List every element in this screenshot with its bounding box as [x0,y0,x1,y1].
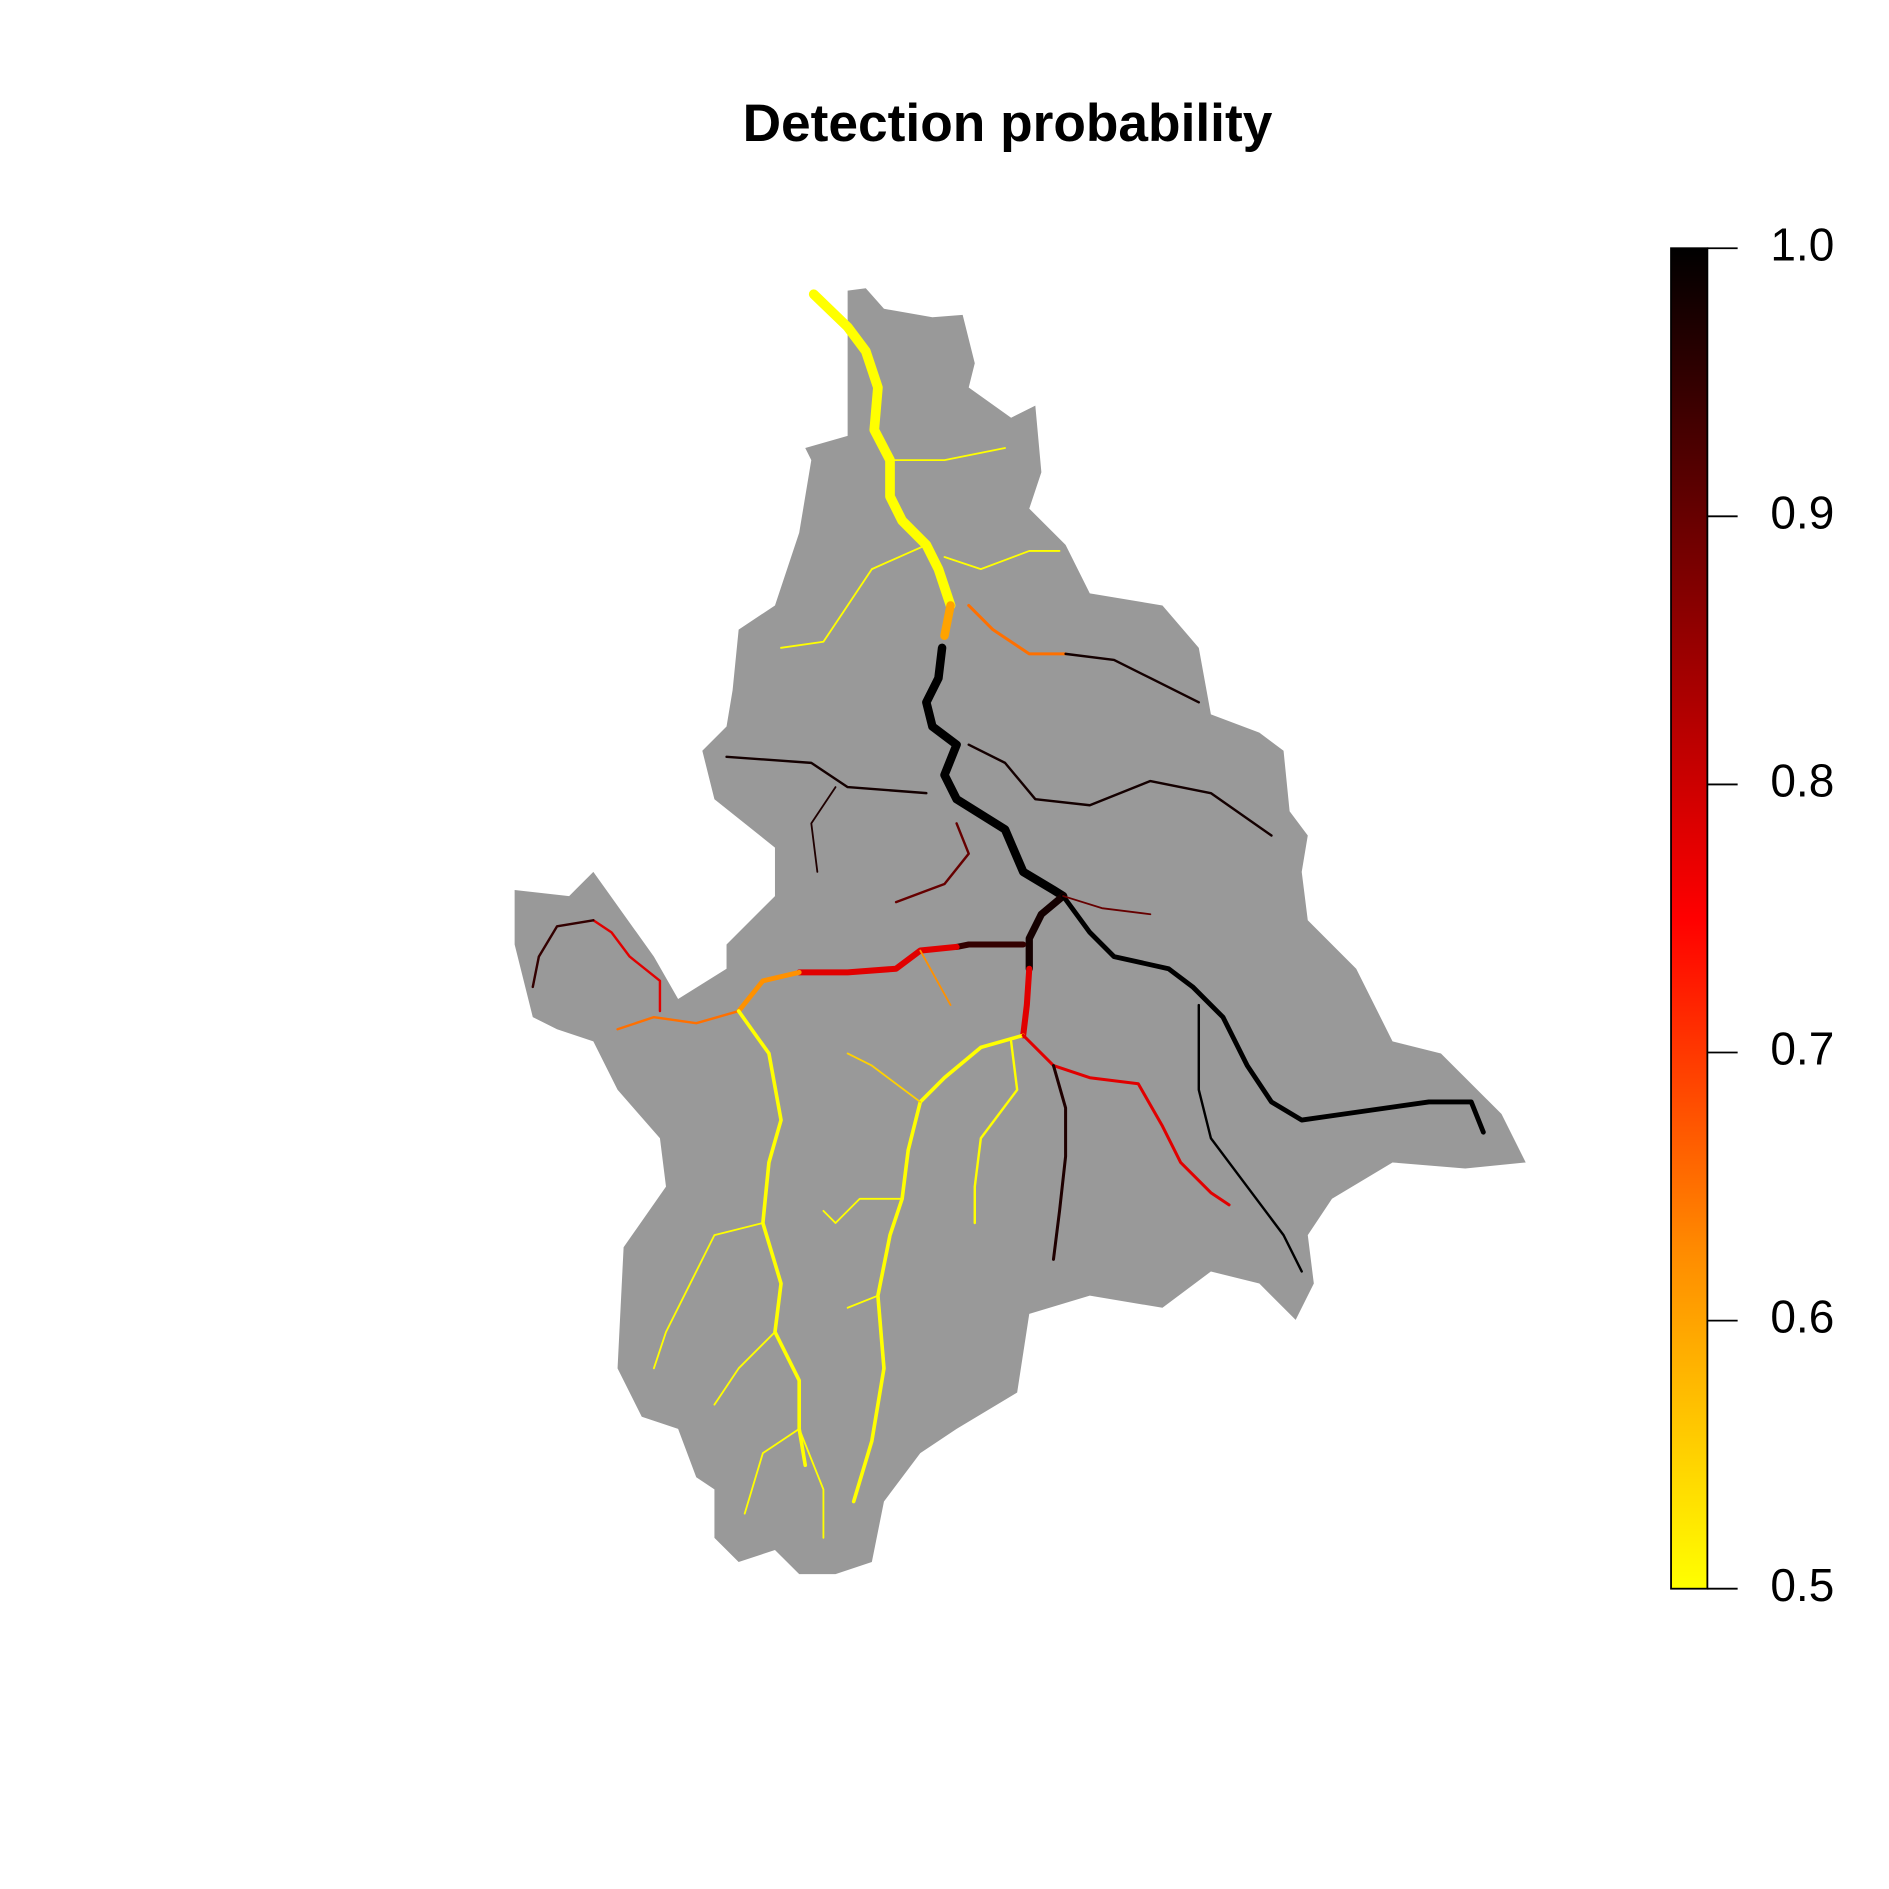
river-reach [531,919,595,989]
river-reach [1062,895,1152,916]
river-reach [1197,1003,1303,1273]
river-reach [922,643,1068,901]
river-reach [1021,1033,1231,1207]
river-reach [846,1052,922,1103]
river-reach [940,601,955,640]
colorbar-tick-label: 1.0 [1770,218,1834,270]
river-reach [943,550,1061,571]
river-reach [592,919,662,1013]
map-title: Detection probability [743,94,1273,153]
colorbar-tick-label: 0.6 [1770,1291,1834,1343]
colorbar-tick-label: 0.7 [1770,1023,1834,1075]
river-reach [967,603,1068,656]
plot-area: Detection probability 1.0 0.9 0.8 0.7 0.6 0.5 [514,94,1834,1611]
river-reach [736,969,802,1014]
colorbar-scale [1670,247,1709,1590]
river-reach [973,1040,1019,1225]
river-reach [953,941,1027,950]
river-reach [894,822,970,904]
colorbar: 1.0 0.9 0.8 0.7 0.6 0.5 [1670,218,1834,1611]
river-reach [1064,652,1201,704]
river-reach [798,1427,825,1539]
catchment [514,288,1526,1575]
colorbar-tick-label: 0.9 [1770,486,1834,538]
river-network [531,289,1486,1539]
river-reach [1060,893,1486,1135]
colorbar-tick-label: 0.8 [1770,755,1834,807]
river-reach [889,447,1006,462]
river-reach [713,1331,776,1406]
river-reach [780,543,928,649]
river-reach [736,1009,808,1468]
river-reach [846,1294,879,1309]
river-reach [810,786,837,873]
river-reach [967,743,1273,837]
river-reach [1025,892,1067,973]
river-reach [652,1222,764,1370]
river-reach [725,755,928,795]
river-reach [1020,965,1033,1039]
river-reach [1051,1064,1068,1261]
colorbar-tick-label: 0.5 [1770,1559,1834,1611]
river-reach [616,1009,740,1031]
river-reach [919,949,952,1006]
river-reach [796,943,960,976]
river-reach [822,1197,904,1224]
river-reach [743,1427,801,1515]
